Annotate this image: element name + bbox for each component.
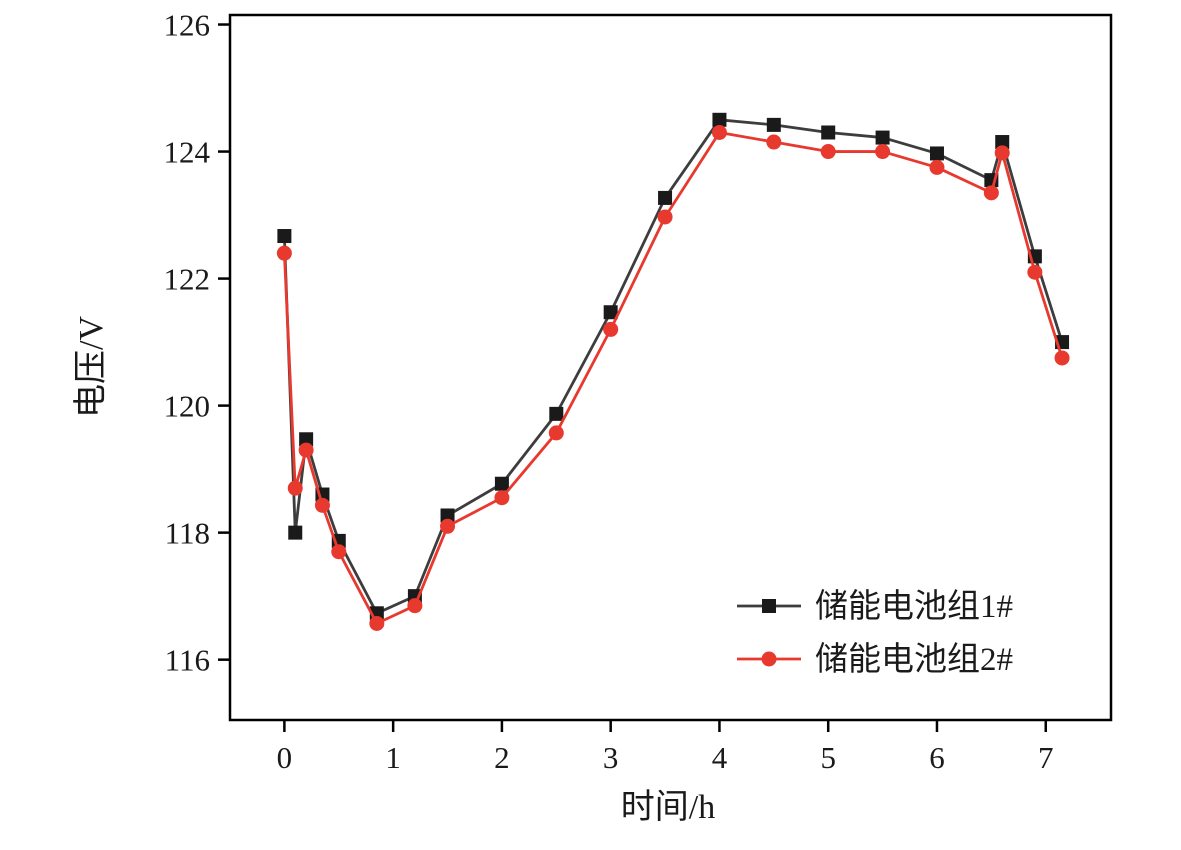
data-marker-circle-series-2 [287, 480, 303, 496]
data-marker-circle-series-2 [548, 425, 564, 441]
data-marker-circle-series-2 [766, 134, 782, 150]
data-marker-circle-series-2 [276, 245, 292, 261]
data-marker-circle-series-2 [440, 518, 456, 534]
data-marker-circle-series-2 [983, 185, 999, 201]
series-line-1 [282, 118, 1064, 615]
x-tick-label: 4 [712, 740, 728, 775]
data-marker-square-series-1 [995, 135, 1010, 150]
y-tick-label: 124 [164, 135, 211, 170]
legend-label-1: 储能电池组1# [815, 588, 1013, 625]
y-tick-label: 120 [164, 389, 211, 424]
y-axis-label: 电压/V [72, 316, 110, 418]
data-marker-circle-series-2 [820, 144, 836, 160]
x-tick-label: 1 [385, 740, 401, 775]
x-tick-label: 2 [494, 740, 510, 775]
x-tick-label: 7 [1038, 740, 1054, 775]
data-marker-square-series-1 [712, 112, 727, 127]
plot-area: 116 118 120 122 124 126 0 1 2 3 4 5 6 7 储能电池组1# 储能电池组2# [164, 8, 1113, 775]
data-marker-square-series-1 [299, 432, 314, 447]
data-marker-square-series-1 [821, 125, 836, 140]
data-marker-circle-series-2 [875, 144, 891, 160]
y-tick-label: 122 [164, 262, 211, 297]
y-tick-label: 126 [164, 8, 211, 43]
plot-frame [228, 13, 1113, 722]
data-marker-square-series-1 [494, 476, 509, 491]
legend-marker-square [762, 599, 776, 613]
x-tick-label: 6 [929, 740, 945, 775]
data-marker-square-series-1 [658, 190, 673, 205]
data-marker-circle-series-2 [407, 598, 423, 614]
data-marker-square-series-1 [875, 130, 890, 145]
data-marker-circle-series-2 [1054, 350, 1070, 366]
legend-label-2: 储能电池组2# [815, 641, 1013, 678]
data-marker-circle-series-2 [929, 159, 945, 175]
data-marker-square-series-1 [549, 406, 564, 421]
data-marker-square-series-1 [603, 305, 618, 320]
data-marker-square-series-1 [766, 117, 781, 132]
data-marker-circle-series-2 [494, 490, 510, 506]
data-marker-circle-series-2 [314, 497, 330, 513]
x-tick-label: 0 [277, 740, 293, 775]
data-marker-circle-series-2 [1027, 264, 1043, 280]
data-marker-square-series-1 [440, 508, 455, 523]
x-tick-label: 5 [820, 740, 836, 775]
data-marker-circle-series-2 [711, 125, 727, 140]
y-tick-label: 116 [165, 643, 210, 678]
data-marker-square-series-1 [288, 525, 303, 540]
data-marker-circle-series-2 [603, 321, 619, 337]
data-marker-circle-series-2 [369, 615, 385, 631]
series-line-2 [282, 131, 1064, 625]
data-marker-square-series-1 [277, 229, 292, 244]
legend-marker-circle [761, 651, 777, 667]
x-axis-label: 时间/h [621, 789, 715, 826]
data-marker-circle-series-2 [657, 209, 673, 225]
x-tick-label: 3 [603, 740, 619, 775]
data-marker-circle-series-2 [331, 544, 347, 560]
y-tick-label: 118 [165, 516, 210, 551]
data-marker-circle-series-2 [298, 442, 314, 458]
data-marker-square-series-1 [929, 146, 944, 161]
data-marker-circle-series-2 [994, 145, 1010, 161]
